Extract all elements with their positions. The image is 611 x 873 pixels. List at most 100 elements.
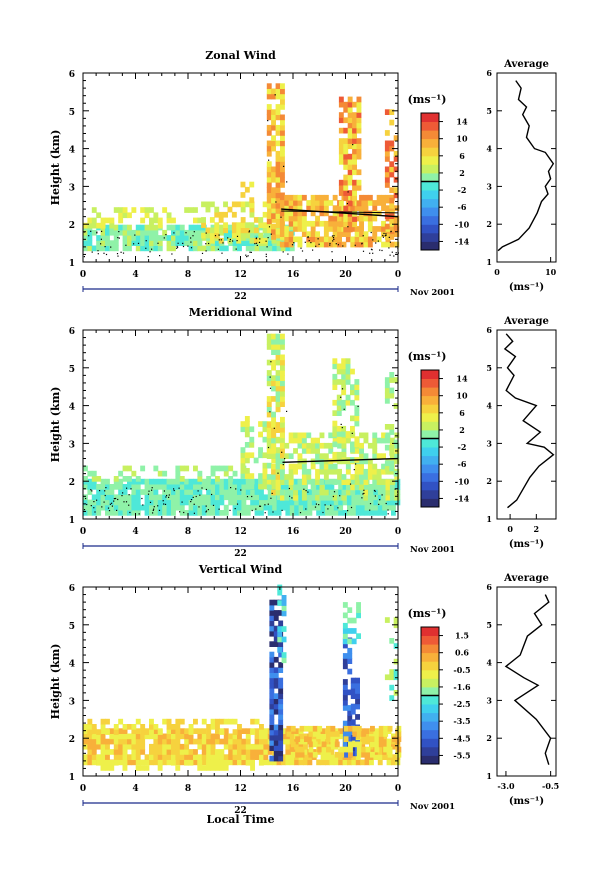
field-cell [249, 227, 255, 234]
colorbar-segment [421, 661, 439, 671]
field-cell [206, 738, 212, 745]
field-cell [271, 463, 276, 470]
colorbar-segment [421, 746, 439, 756]
field-cell [266, 197, 272, 204]
field-cell [385, 468, 391, 475]
field-cell [254, 504, 260, 511]
field-cell [171, 733, 176, 740]
field-cell [83, 494, 88, 501]
field-cell [149, 759, 154, 766]
field-cell [175, 229, 181, 236]
field-cell [391, 759, 396, 766]
field-cell [354, 236, 360, 243]
field-cell [273, 610, 279, 616]
speckle [363, 492, 365, 494]
field-cell [370, 741, 375, 748]
speckle [207, 509, 209, 511]
field-cell [162, 470, 168, 477]
field-cell [384, 460, 390, 467]
speckle [104, 490, 106, 492]
field-cell [122, 724, 128, 730]
field-cell [359, 442, 364, 449]
field-cell [280, 176, 285, 183]
field-cell [109, 728, 115, 734]
field-cell [369, 499, 374, 506]
x-tick-label: 20 [339, 784, 352, 794]
speckle [152, 512, 154, 514]
speckle [381, 494, 383, 496]
field-cell [356, 153, 362, 160]
field-cell [87, 733, 93, 740]
field-cell [338, 117, 344, 124]
field-cell [384, 617, 390, 623]
field-cell [223, 484, 229, 490]
field-cell [288, 437, 294, 444]
field-cell [386, 738, 392, 745]
speckle [165, 496, 167, 498]
field-cell [280, 494, 285, 501]
field-cell [171, 240, 176, 246]
field-cell [319, 220, 325, 227]
field-cell [271, 187, 276, 193]
field-cell [228, 224, 234, 231]
field-cell [271, 359, 276, 366]
field-cell [351, 759, 357, 766]
field-cell [206, 733, 212, 740]
field-cell [360, 510, 366, 516]
field-cell [354, 463, 360, 470]
field-cell [363, 489, 369, 496]
field-cell [312, 731, 318, 737]
field-cell [382, 504, 388, 511]
field-cell [347, 112, 353, 118]
field-cell [228, 733, 234, 740]
colorbar-segment [421, 147, 439, 157]
field-cell [113, 510, 119, 516]
field-cell [149, 240, 154, 246]
colorbar-tick-label: -14 [455, 236, 470, 246]
field-cell [250, 494, 256, 501]
field-cell [266, 114, 272, 121]
field-cell [280, 114, 285, 121]
field-cell [281, 605, 287, 612]
speckle [201, 487, 203, 489]
speckle [284, 458, 286, 460]
colorbar-segment [421, 429, 439, 439]
field-cell [262, 436, 268, 443]
field-cell [118, 212, 124, 219]
field-cell [272, 504, 278, 511]
field-cell [171, 504, 176, 511]
field-cell [218, 217, 224, 223]
field-cell [135, 733, 141, 740]
average-title: Average [503, 59, 549, 70]
field-cell [372, 205, 378, 211]
field-cell [332, 441, 338, 448]
field-cell [342, 699, 348, 706]
field-cell [223, 504, 229, 511]
field-cell [355, 489, 361, 495]
colorbar-segment [421, 387, 439, 397]
field-cell [298, 499, 304, 506]
field-cell [332, 241, 338, 248]
speckle [315, 503, 317, 505]
field-cell [179, 754, 185, 760]
field-cell [153, 499, 159, 506]
field-cell [323, 442, 329, 449]
speckle [342, 245, 344, 247]
field-cell [338, 179, 344, 186]
field-cell [281, 245, 286, 252]
x-tick-label: 0 [80, 784, 86, 794]
speckle [115, 497, 117, 500]
field-cell [342, 759, 348, 766]
speckle [352, 144, 354, 146]
field-cell [280, 468, 285, 475]
speckle [113, 500, 115, 502]
field-cell [355, 703, 360, 710]
field-cell [273, 729, 279, 736]
field-cell [354, 405, 360, 411]
field-cell [266, 104, 272, 110]
field-cell [389, 241, 395, 248]
field-cell [215, 240, 220, 246]
field-cell [83, 504, 88, 511]
field-cell [289, 245, 295, 252]
field-cell [149, 749, 154, 755]
